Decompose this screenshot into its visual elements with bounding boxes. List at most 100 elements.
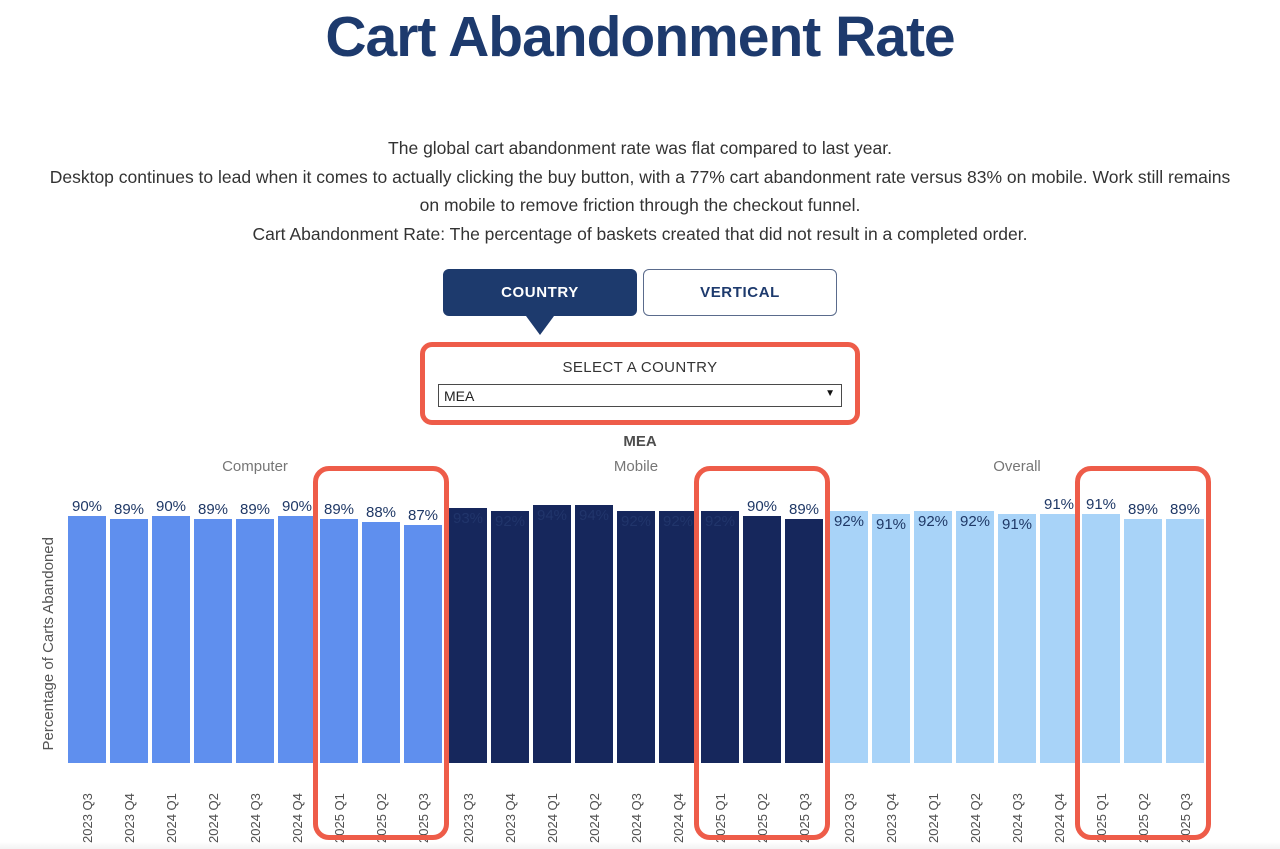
x-tick-label: 2024 Q3	[628, 793, 644, 843]
x-tick-label: 2024 Q1	[544, 793, 560, 843]
bar-computer-2024-q1[interactable]: 90%	[152, 498, 190, 763]
bar-overall-2023-q3[interactable]: 92%	[830, 510, 868, 763]
x-tick-label: 2024 Q2	[967, 793, 983, 843]
group-plot: 92% 91% 92% 92% 91% 91% 91% 89% 89%	[830, 480, 1204, 763]
tab-country-label: COUNTRY	[501, 284, 579, 301]
x-tick-label: 2025 Q3	[415, 793, 431, 843]
bar-mobile-2025-q3[interactable]: 89%	[785, 501, 823, 763]
x-axis-labels: 2023 Q3 2023 Q4 2024 Q1 2024 Q2 2024 Q3 2024 …	[449, 763, 823, 843]
bar-value-label: 92%	[662, 512, 694, 530]
bar-group-overall: Overall 92% 91% 92% 92% 91% 91% 91% 89% 89% 2023 Q…	[830, 458, 1211, 843]
x-tick-label: 2025 Q1	[712, 793, 728, 843]
bar-value-label: 94%	[578, 507, 610, 525]
bar-mobile-2023-q4[interactable]: 92%	[491, 510, 529, 763]
x-tick-label: 2025 Q1	[1093, 793, 1109, 843]
bottom-shadow	[0, 842, 1280, 849]
group-plot: 90% 89% 90% 89% 89% 90% 89% 88% 87%	[68, 480, 442, 763]
description-line: Cart Abandonment Rate: The percentage of…	[252, 223, 1028, 244]
bar-value-label: 92%	[620, 512, 652, 530]
bar-value-label: 90%	[71, 498, 103, 516]
chart-description: The global cart abandonment rate was fla…	[45, 134, 1235, 248]
x-tick-label: 2025 Q2	[373, 793, 389, 843]
bar-value-label: 89%	[323, 501, 355, 519]
bar-overall-2025-q2[interactable]: 89%	[1124, 501, 1162, 763]
x-tick-label: 2024 Q1	[925, 793, 941, 843]
bar-value-label: 91%	[1085, 495, 1117, 513]
x-axis-labels: 2023 Q3 2023 Q4 2024 Q1 2024 Q2 2024 Q3 2024 …	[830, 763, 1204, 843]
tab-vertical-label: VERTICAL	[700, 284, 780, 301]
bar-computer-2024-q3[interactable]: 89%	[236, 501, 274, 763]
x-tick-label: 2024 Q3	[247, 793, 263, 843]
bar-group-computer: Computer 90% 89% 90% 89% 89% 90% 89% 88% 87% 2023 …	[68, 458, 449, 843]
bar-value-label: 89%	[788, 501, 820, 519]
bar-mobile-2023-q3[interactable]: 93%	[449, 508, 487, 763]
bar-mobile-2024-q4[interactable]: 92%	[659, 510, 697, 763]
bar-value-label: 91%	[1001, 515, 1033, 533]
description-line: Desktop continues to lead when it comes …	[49, 166, 1231, 216]
x-axis-labels: 2023 Q3 2023 Q4 2024 Q1 2024 Q2 2024 Q3 2024 …	[68, 763, 442, 843]
bar-value-label: 89%	[197, 501, 229, 519]
bar-value-label: 90%	[746, 498, 778, 516]
x-tick-label: 2023 Q3	[79, 793, 95, 843]
bar-mobile-2025-q2[interactable]: 90%	[743, 498, 781, 763]
view-tabs: COUNTRY VERTICAL	[0, 269, 1280, 335]
x-tick-label: 2023 Q3	[841, 793, 857, 843]
x-tick-label: 2023 Q3	[460, 793, 476, 843]
x-tick-label: 2023 Q4	[121, 793, 137, 843]
bar-mobile-2024-q1[interactable]: 94%	[533, 505, 571, 763]
chart-groups: Computer 90% 89% 90% 89% 89% 90% 89% 88% 87% 2023 …	[68, 458, 1212, 843]
group-label: Mobile	[613, 458, 659, 475]
country-selector-panel: SELECT A COUNTRY MEA ▼	[420, 342, 860, 425]
bar-overall-2025-q1[interactable]: 91%	[1082, 496, 1120, 763]
bar-computer-2023-q3[interactable]: 90%	[68, 498, 106, 763]
group-plot: 93% 92% 94% 94% 92% 92% 92% 90% 89%	[449, 480, 823, 763]
bar-group-mobile: Mobile 93% 92% 94% 94% 92% 92% 92% 90% 89% 2023 Q3…	[449, 458, 830, 843]
bar-value-label: 92%	[494, 512, 526, 530]
bar-value-label: 89%	[113, 501, 145, 519]
x-tick-label: 2024 Q2	[205, 793, 221, 843]
page-title: Cart Abandonment Rate	[325, 5, 955, 69]
bar-overall-2024-q1[interactable]: 92%	[914, 510, 952, 763]
bar-value-label: 91%	[1043, 495, 1075, 513]
bar-mobile-2025-q1[interactable]: 92%	[701, 510, 739, 763]
bar-computer-2025-q3[interactable]: 87%	[404, 507, 442, 763]
bar-value-label: 90%	[155, 498, 187, 516]
bar-overall-2023-q4[interactable]: 91%	[872, 513, 910, 763]
x-tick-label: 2024 Q3	[1009, 793, 1025, 843]
bar-computer-2024-q2[interactable]: 89%	[194, 501, 232, 763]
bar-value-label: 92%	[917, 512, 949, 530]
bar-value-label: 91%	[875, 515, 907, 533]
x-tick-label: 2024 Q4	[1051, 793, 1067, 843]
bar-mobile-2024-q2[interactable]: 94%	[575, 505, 613, 763]
bar-computer-2023-q4[interactable]: 89%	[110, 501, 148, 763]
x-tick-label: 2025 Q3	[796, 793, 812, 843]
x-tick-label: 2024 Q4	[670, 793, 686, 843]
tab-country[interactable]: COUNTRY	[443, 269, 637, 335]
tab-vertical[interactable]: VERTICAL	[643, 269, 837, 316]
bar-computer-2024-q4[interactable]: 90%	[278, 498, 316, 763]
x-tick-label: 2023 Q4	[502, 793, 518, 843]
chart-subtitle: MEA	[623, 433, 657, 450]
bar-mobile-2024-q3[interactable]: 92%	[617, 510, 655, 763]
bar-overall-2024-q4[interactable]: 91%	[1040, 496, 1078, 763]
bar-computer-2025-q2[interactable]: 88%	[362, 504, 400, 763]
bar-value-label: 89%	[1169, 501, 1201, 519]
bar-overall-2024-q3[interactable]: 91%	[998, 513, 1036, 763]
active-tab-pointer-icon	[526, 316, 554, 335]
bar-value-label: 92%	[959, 512, 991, 530]
bar-overall-2024-q2[interactable]: 92%	[956, 510, 994, 763]
x-tick-label: 2024 Q1	[163, 793, 179, 843]
x-tick-label: 2023 Q4	[883, 793, 899, 843]
x-tick-label: 2024 Q4	[289, 793, 305, 843]
group-label: Overall	[993, 458, 1041, 475]
bar-overall-2025-q3[interactable]: 89%	[1166, 501, 1204, 763]
country-select[interactable]: MEA	[438, 384, 842, 407]
bar-value-label: 89%	[239, 501, 271, 519]
bar-value-label: 92%	[833, 512, 865, 530]
x-tick-label: 2025 Q1	[331, 793, 347, 843]
bar-value-label: 92%	[704, 512, 736, 530]
bar-computer-2025-q1[interactable]: 89%	[320, 501, 358, 763]
bar-value-label: 90%	[281, 498, 313, 516]
bar-value-label: 87%	[407, 506, 439, 524]
bar-value-label: 94%	[536, 507, 568, 525]
